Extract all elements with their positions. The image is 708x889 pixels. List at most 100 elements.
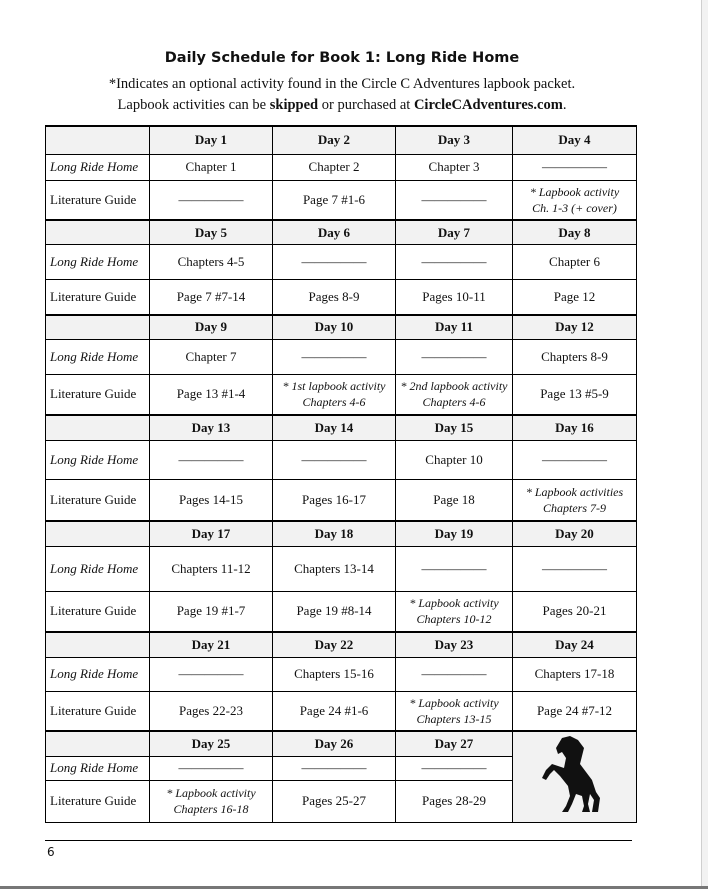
rearing-horse-icon — [541, 735, 600, 812]
day-header: Day 7 — [395, 219, 513, 245]
text: . — [562, 97, 567, 113]
schedule-cell: Chapter 6 — [512, 244, 637, 280]
page-edge-bottom — [0, 886, 708, 889]
header-blank-cell — [45, 414, 150, 441]
page-edge — [701, 0, 708, 889]
schedule-cell: ————— — [149, 179, 273, 221]
schedule-cell: Chapter 10 — [395, 439, 513, 480]
schedule-cell: ————— — [149, 656, 273, 692]
schedule-cell: Chapters 11-12 — [149, 545, 273, 592]
literature-guide-label: Literature Guide — [45, 590, 150, 633]
book-row: Long Ride Home Chapter 7 ————— ————— Chapter… — [45, 338, 637, 375]
day-header: Day 9 — [149, 314, 273, 340]
schedule-cell: * Lapbook activity Chapters 13-15 — [395, 690, 513, 732]
schedule-cell: * Lapbook activity Ch. 1-3 (+ cover) — [512, 179, 637, 221]
schedule-cell: ————— — [272, 244, 396, 280]
schedule-cell: Chapter 1 — [149, 153, 273, 181]
guide-row: Literature Guide Page 19 #1-7 Page 19 #8-1… — [45, 590, 637, 633]
day-header: Day 24 — [512, 631, 637, 658]
book-title-label: Long Ride Home — [45, 656, 150, 692]
day-header-row: Day 1 Day 2 Day 3 Day 4 — [45, 125, 637, 155]
schedule-cell: Page 13 #1-4 — [149, 373, 273, 416]
schedule-cell: Pages 14-15 — [149, 478, 273, 522]
schedule-cell: * Lapbook activities Chapters 7-9 — [512, 478, 637, 522]
day-header-row: Day 9 Day 10 Day 11 Day 12 — [45, 314, 637, 340]
schedule-cell: * Lapbook activity Chapters 16-18 — [149, 779, 273, 823]
literature-guide-label: Literature Guide — [45, 478, 150, 522]
schedule-cell: ————— — [395, 755, 513, 781]
schedule-cell: ————— — [395, 545, 513, 592]
book-title-label: Long Ride Home — [45, 439, 150, 480]
subtitle-line-1: *Indicates an optional activity found in… — [108, 76, 576, 92]
schedule-cell: * Lapbook activity Chapters 10-12 — [395, 590, 513, 633]
schedule-cell: Chapter 3 — [395, 153, 513, 181]
day-header: Day 19 — [395, 520, 513, 547]
day-header-row: Day 13 Day 14 Day 15 Day 16 — [45, 414, 637, 441]
schedule-cell: Page 18 — [395, 478, 513, 522]
schedule-cell: ————— — [512, 545, 637, 592]
guide-row: Literature Guide Page 13 #1-4 * 1st lapboo… — [45, 373, 637, 416]
day-header: Day 11 — [395, 314, 513, 340]
guide-row: Literature Guide ————— Page 7 #1-6 ————— * L… — [45, 179, 637, 221]
schedule-cell: Chapter 2 — [272, 153, 396, 181]
day-header: Day 23 — [395, 631, 513, 658]
day-header: Day 5 — [149, 219, 273, 245]
schedule-cell: Pages 28-29 — [395, 779, 513, 823]
day-header: Day 20 — [512, 520, 637, 547]
book-title-label: Long Ride Home — [45, 153, 150, 181]
schedule-cell: Page 19 #8-14 — [272, 590, 396, 633]
schedule-cell: Pages 22-23 — [149, 690, 273, 732]
book-row: Long Ride Home ————— ————— ————— — [45, 755, 637, 781]
subtitle-line-2: Lapbook activities can be skipped or pur… — [0, 97, 684, 114]
header-blank-cell — [45, 631, 150, 658]
website-link-text: CircleCAdventures.com — [413, 97, 563, 113]
schedule-cell: ————— — [512, 439, 637, 480]
text-bold: skipped — [269, 97, 319, 113]
day-header: Day 10 — [272, 314, 396, 340]
schedule-cell: Chapters 4-5 — [149, 244, 273, 280]
book-row: Long Ride Home Chapters 11-12 Chapters 13-… — [45, 545, 637, 592]
literature-guide-label: Literature Guide — [45, 279, 150, 315]
schedule-cell: Page 19 #1-7 — [149, 590, 273, 633]
day-header: Day 26 — [272, 730, 396, 757]
schedule-cell: Pages 10-11 — [395, 279, 513, 315]
schedule-cell: Chapter 7 — [149, 338, 273, 375]
schedule-cell: Page 7 #7-14 — [149, 279, 273, 315]
day-header: Day 2 — [272, 125, 396, 155]
guide-row: Literature Guide * Lapbook activity Chapt… — [45, 779, 637, 823]
day-header-row: Day 17 Day 18 Day 19 Day 20 — [45, 520, 637, 547]
schedule-cell: ————— — [512, 153, 637, 181]
day-header: Day 12 — [512, 314, 637, 340]
day-header: Day 17 — [149, 520, 273, 547]
schedule-cell: Chapters 17-18 — [512, 656, 637, 692]
horse-cell — [512, 730, 637, 823]
literature-guide-label: Literature Guide — [45, 179, 150, 221]
day-header: Day 25 — [149, 730, 273, 757]
text: or purchased at — [318, 97, 414, 113]
book-title-label: Long Ride Home — [45, 338, 150, 375]
page-title: Daily Schedule for Book 1: Long Ride Hom… — [164, 50, 520, 66]
book-row: Long Ride Home Chapter 1 Chapter 2 Chapter … — [45, 153, 637, 181]
guide-row: Literature Guide Page 7 #7-14 Pages 8-9 Pag… — [45, 279, 637, 315]
schedule-cell: ————— — [272, 755, 396, 781]
schedule-cell: Pages 16-17 — [272, 478, 396, 522]
literature-guide-label: Literature Guide — [45, 779, 150, 823]
schedule-cell: ————— — [395, 656, 513, 692]
book-title-label: Long Ride Home — [45, 755, 150, 781]
header-blank-cell — [45, 730, 150, 757]
guide-row: Literature Guide Pages 14-15 Pages 16-17 Pa… — [45, 478, 637, 522]
schedule-cell: Page 12 — [512, 279, 637, 315]
day-header: Day 15 — [395, 414, 513, 441]
text: Lapbook activities can be — [117, 97, 270, 113]
literature-guide-label: Literature Guide — [45, 373, 150, 416]
day-header: Day 16 — [512, 414, 637, 441]
literature-guide-label: Literature Guide — [45, 690, 150, 732]
schedule-cell: Page 24 #1-6 — [272, 690, 396, 732]
book-title-label: Long Ride Home — [45, 545, 150, 592]
schedule-cell: ————— — [149, 439, 273, 480]
header-blank-cell — [45, 219, 150, 245]
schedule-cell: Page 24 #7-12 — [512, 690, 637, 732]
day-header: Day 6 — [272, 219, 396, 245]
book-title-label: Long Ride Home — [45, 244, 150, 280]
schedule-cell: Pages 25-27 — [272, 779, 396, 823]
